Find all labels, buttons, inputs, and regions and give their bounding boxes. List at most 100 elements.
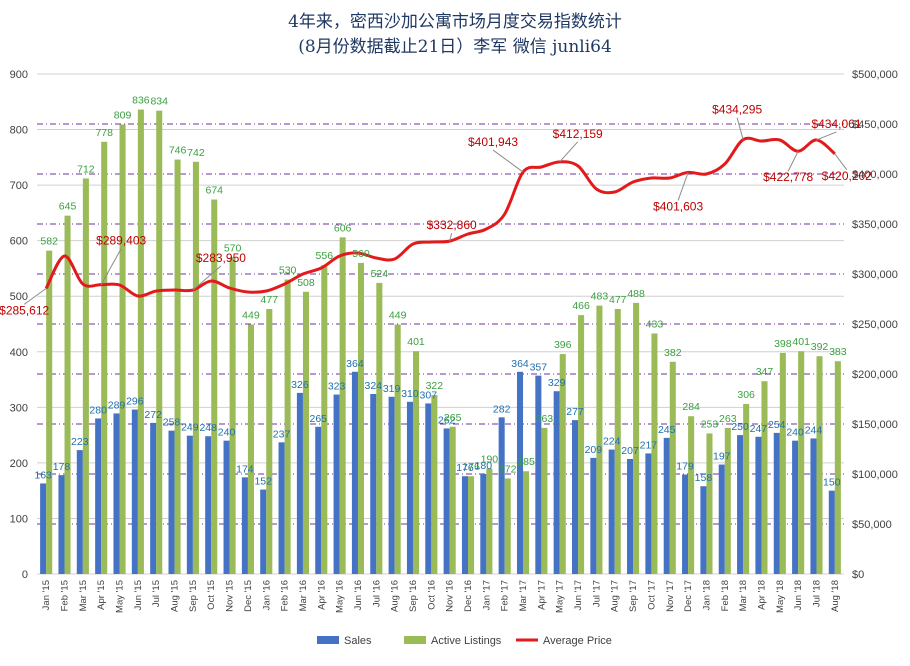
x-axis-tick-label: Nov '15: [225, 580, 236, 612]
x-axis-tick-label: Jun '17: [573, 580, 584, 610]
labels-layer: 163 582 178 645 223 712 280 778 289 809 296 836 272 8…: [0, 95, 872, 489]
left-axis-tick-label: 100: [10, 513, 28, 525]
price-label-leader: [834, 153, 848, 171]
listings-data-label: 449: [242, 310, 260, 322]
sales-bar: [461, 476, 469, 574]
listings-data-label: 401: [792, 336, 810, 348]
sales-bar: [425, 403, 432, 574]
x-axis-tick-label: Mar '17: [518, 580, 529, 611]
chart-subtitle: (8月份数据截止21日）李军 微信 junli64: [298, 37, 612, 57]
listings-bar: [816, 356, 823, 574]
price-label-leader: [23, 287, 47, 305]
sales-bar: [260, 489, 267, 574]
sales-bar: [388, 396, 395, 574]
sales-data-label: 174: [236, 463, 254, 475]
x-axis-tick-label: Apr '18: [756, 580, 767, 610]
x-axis-tick-label: Nov '17: [665, 580, 676, 612]
x-axis-tick-label: Jan '17: [481, 580, 492, 610]
sales-bar: [223, 440, 230, 574]
x-axis-tick-label: Jul '17: [591, 580, 602, 607]
x-axis-tick-label: Jul '15: [151, 580, 162, 607]
x-axis-tick-label: Oct '15: [206, 580, 217, 610]
sales-data-label: 310: [401, 388, 419, 400]
sales-data-label: 324: [365, 380, 383, 392]
listings-data-label: 570: [224, 242, 242, 254]
sales-bar: [351, 371, 358, 574]
listings-data-label: 809: [114, 110, 132, 122]
right-axis-tick-label: $0: [852, 569, 864, 581]
listings-data-label: 172: [499, 463, 517, 475]
listings-data-label: 322: [426, 380, 444, 392]
sales-bar: [95, 418, 102, 574]
listings-data-label: 742: [187, 147, 205, 159]
x-axis-tick-label: Feb '18: [720, 580, 731, 611]
sales-data-label: 152: [254, 476, 272, 488]
price-label-leader: [492, 149, 524, 173]
right-axis-tick-label: $400,000: [852, 169, 898, 181]
sales-bar: [278, 442, 285, 574]
sales-bar: [700, 486, 707, 574]
price-data-label: $401,603: [653, 199, 703, 213]
x-axis-tick-label: Feb '15: [60, 580, 71, 611]
sales-data-label: 307: [420, 389, 438, 401]
listings-bar: [137, 109, 144, 575]
x-axis-tick-label: Jul '16: [371, 580, 382, 607]
listings-data-label: 836: [132, 95, 150, 107]
listings-data-label: 483: [591, 291, 609, 303]
listings-data-label: 190: [481, 453, 499, 465]
x-axis-tick-label: Jan '15: [41, 580, 52, 610]
left-axis-tick-label: 300: [10, 402, 28, 414]
sales-data-label: 158: [695, 472, 713, 484]
listings-bar: [651, 333, 658, 574]
listings-bar: [779, 352, 786, 574]
x-axis-tick-label: Feb '17: [500, 580, 511, 611]
right-axis-tick-label: $350,000: [852, 219, 898, 231]
right-axis-tick-label: $50,000: [852, 519, 892, 531]
sales-data-label: 197: [713, 451, 731, 463]
sales-bar: [40, 483, 47, 574]
sales-bar: [333, 394, 340, 574]
listings-data-label: 477: [609, 294, 627, 306]
listings-data-label: 265: [444, 412, 462, 424]
legend-label: Sales: [344, 635, 372, 647]
listings-bar: [761, 381, 768, 574]
listings-bar: [156, 110, 163, 575]
sales-bar: [498, 417, 505, 574]
listings-data-label: 263: [719, 413, 737, 425]
sales-bar: [241, 477, 248, 574]
sales-data-label: 272: [144, 409, 162, 421]
sales-data-label: 326: [291, 379, 309, 391]
listings-bar: [559, 354, 566, 574]
listings-bar: [302, 291, 309, 574]
listings-data-label: 382: [664, 347, 682, 359]
sales-data-label: 289: [108, 399, 126, 411]
price-label-leader: [100, 248, 122, 285]
listings-data-label: 582: [40, 236, 58, 248]
price-data-label: $412,159: [553, 127, 603, 141]
sales-data-label: 329: [548, 377, 566, 389]
listings-data-label: 347: [756, 366, 774, 378]
listings-bar: [192, 161, 199, 574]
listings-bar: [321, 265, 328, 574]
listings-data-label: 778: [95, 127, 113, 139]
x-axis-tick-label: Aug '18: [830, 580, 841, 612]
sales-bar: [535, 375, 542, 574]
listings-data-label: 466: [572, 300, 590, 312]
sales-bar: [113, 413, 120, 574]
listings-bar: [706, 433, 713, 574]
right-axis-tick-label: $450,000: [852, 119, 898, 131]
sales-data-label: 364: [346, 358, 364, 370]
legend: Sales Active Listings Average Price: [317, 635, 612, 647]
listings-data-label: 401: [407, 336, 425, 348]
x-axis-tick-label: Aug '17: [610, 580, 621, 612]
sales-bar: [296, 392, 303, 574]
sales-data-label: 319: [383, 383, 401, 395]
sales-data-label: 245: [658, 424, 676, 436]
listings-bar: [339, 237, 346, 575]
listings-data-label: 556: [316, 250, 334, 262]
x-axis-tick-label: Apr '16: [316, 580, 327, 610]
listings-bar: [523, 471, 530, 574]
listings-data-label: 477: [261, 294, 279, 306]
listings-bar: [669, 361, 676, 574]
sales-bar: [516, 371, 524, 574]
